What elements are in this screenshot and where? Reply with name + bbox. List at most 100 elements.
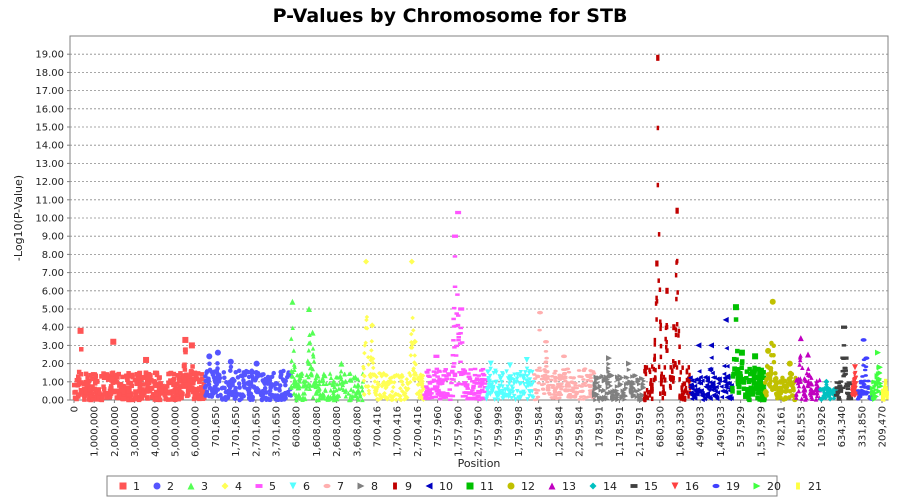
data-point — [682, 381, 686, 387]
data-point — [351, 389, 356, 394]
data-point — [662, 374, 666, 380]
data-point — [372, 379, 378, 384]
data-point — [455, 323, 461, 327]
data-point — [271, 370, 276, 376]
data-point — [108, 391, 114, 396]
data-point — [731, 372, 736, 377]
data-point — [677, 360, 681, 365]
data-point — [90, 397, 96, 402]
data-point — [260, 395, 266, 400]
data-point — [660, 378, 664, 383]
data-point — [749, 369, 755, 374]
data-point — [72, 390, 77, 395]
data-point — [818, 387, 823, 393]
data-point — [561, 377, 566, 380]
data-point — [543, 350, 549, 353]
data-point — [168, 378, 173, 383]
x-tick-label: 103,926 — [817, 406, 828, 447]
data-point — [195, 371, 201, 376]
data-point — [278, 374, 283, 380]
data-point — [646, 395, 650, 400]
data-point — [669, 365, 672, 370]
data-point — [203, 383, 209, 389]
data-point — [176, 375, 182, 381]
data-point — [605, 377, 610, 382]
legend-item-13: 13 — [548, 480, 576, 493]
data-point — [231, 390, 236, 395]
data-point — [476, 394, 481, 398]
data-point — [652, 366, 655, 372]
data-point — [181, 375, 186, 381]
x-tick-label: 1,700,416 — [393, 406, 404, 457]
data-point — [176, 393, 181, 398]
data-point — [440, 391, 446, 394]
data-point — [652, 377, 656, 383]
data-point — [744, 369, 750, 374]
data-point — [553, 369, 558, 373]
data-point — [346, 371, 352, 377]
data-point — [228, 368, 233, 373]
data-point — [79, 347, 84, 352]
data-point — [524, 366, 530, 372]
data-point — [241, 380, 247, 386]
data-point — [277, 383, 283, 388]
data-point — [721, 371, 727, 377]
data-point — [660, 371, 664, 377]
data-point — [629, 382, 634, 387]
data-point — [140, 375, 146, 380]
data-point — [397, 396, 403, 401]
x-tick-label: 0 — [70, 406, 81, 412]
data-point — [465, 397, 471, 400]
legend-item-6: 6 — [289, 480, 310, 493]
data-point — [750, 392, 756, 397]
data-point — [249, 370, 254, 376]
data-point — [565, 383, 570, 387]
peak-point — [823, 378, 830, 385]
data-point — [549, 378, 554, 382]
x-tick-label: 1,490,033 — [716, 406, 727, 457]
data-point — [665, 339, 668, 345]
data-point — [167, 390, 172, 396]
data-point — [798, 379, 803, 384]
series-chr-6 — [484, 356, 536, 403]
data-point — [149, 377, 154, 383]
data-point — [130, 372, 135, 378]
data-point — [361, 378, 367, 383]
data-point — [267, 388, 273, 394]
data-point — [120, 374, 125, 380]
data-point — [321, 381, 326, 386]
data-point — [468, 397, 473, 401]
data-point — [493, 380, 499, 385]
data-point — [307, 340, 313, 345]
data-point — [664, 344, 668, 350]
data-point — [202, 389, 207, 395]
data-point — [659, 319, 662, 325]
data-point — [175, 381, 180, 387]
data-point — [614, 384, 620, 389]
data-point — [292, 364, 297, 369]
data-point — [748, 371, 753, 377]
data-point — [545, 377, 550, 380]
data-point — [640, 376, 646, 381]
data-point — [487, 373, 493, 379]
data-point — [270, 383, 276, 388]
peak-point — [561, 354, 567, 359]
data-point — [510, 390, 516, 395]
data-point — [573, 384, 578, 387]
data-point — [413, 370, 418, 376]
peak-point — [732, 304, 739, 311]
data-point — [668, 383, 672, 389]
data-point — [296, 392, 302, 397]
data-point — [577, 397, 582, 401]
data-point — [843, 369, 848, 372]
data-point — [756, 388, 761, 393]
legend-label: 2 — [167, 480, 174, 493]
legend-item-12: 12 — [507, 480, 535, 493]
data-point — [333, 374, 339, 380]
data-point — [340, 382, 346, 388]
data-point — [313, 384, 318, 390]
data-point — [581, 382, 586, 386]
data-point — [136, 389, 142, 394]
data-point — [346, 391, 351, 396]
series-chr-12 — [762, 298, 798, 403]
